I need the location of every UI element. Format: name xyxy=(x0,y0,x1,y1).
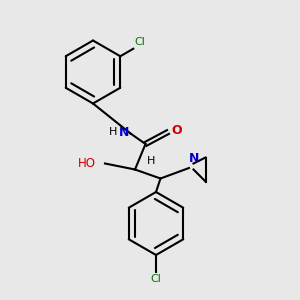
Text: Cl: Cl xyxy=(135,37,146,47)
Text: H: H xyxy=(147,157,156,166)
Text: H: H xyxy=(109,127,117,137)
Text: N: N xyxy=(118,125,129,139)
Text: HO: HO xyxy=(78,157,96,170)
Text: N: N xyxy=(189,152,200,165)
Text: Cl: Cl xyxy=(151,274,161,284)
Text: O: O xyxy=(172,124,182,137)
